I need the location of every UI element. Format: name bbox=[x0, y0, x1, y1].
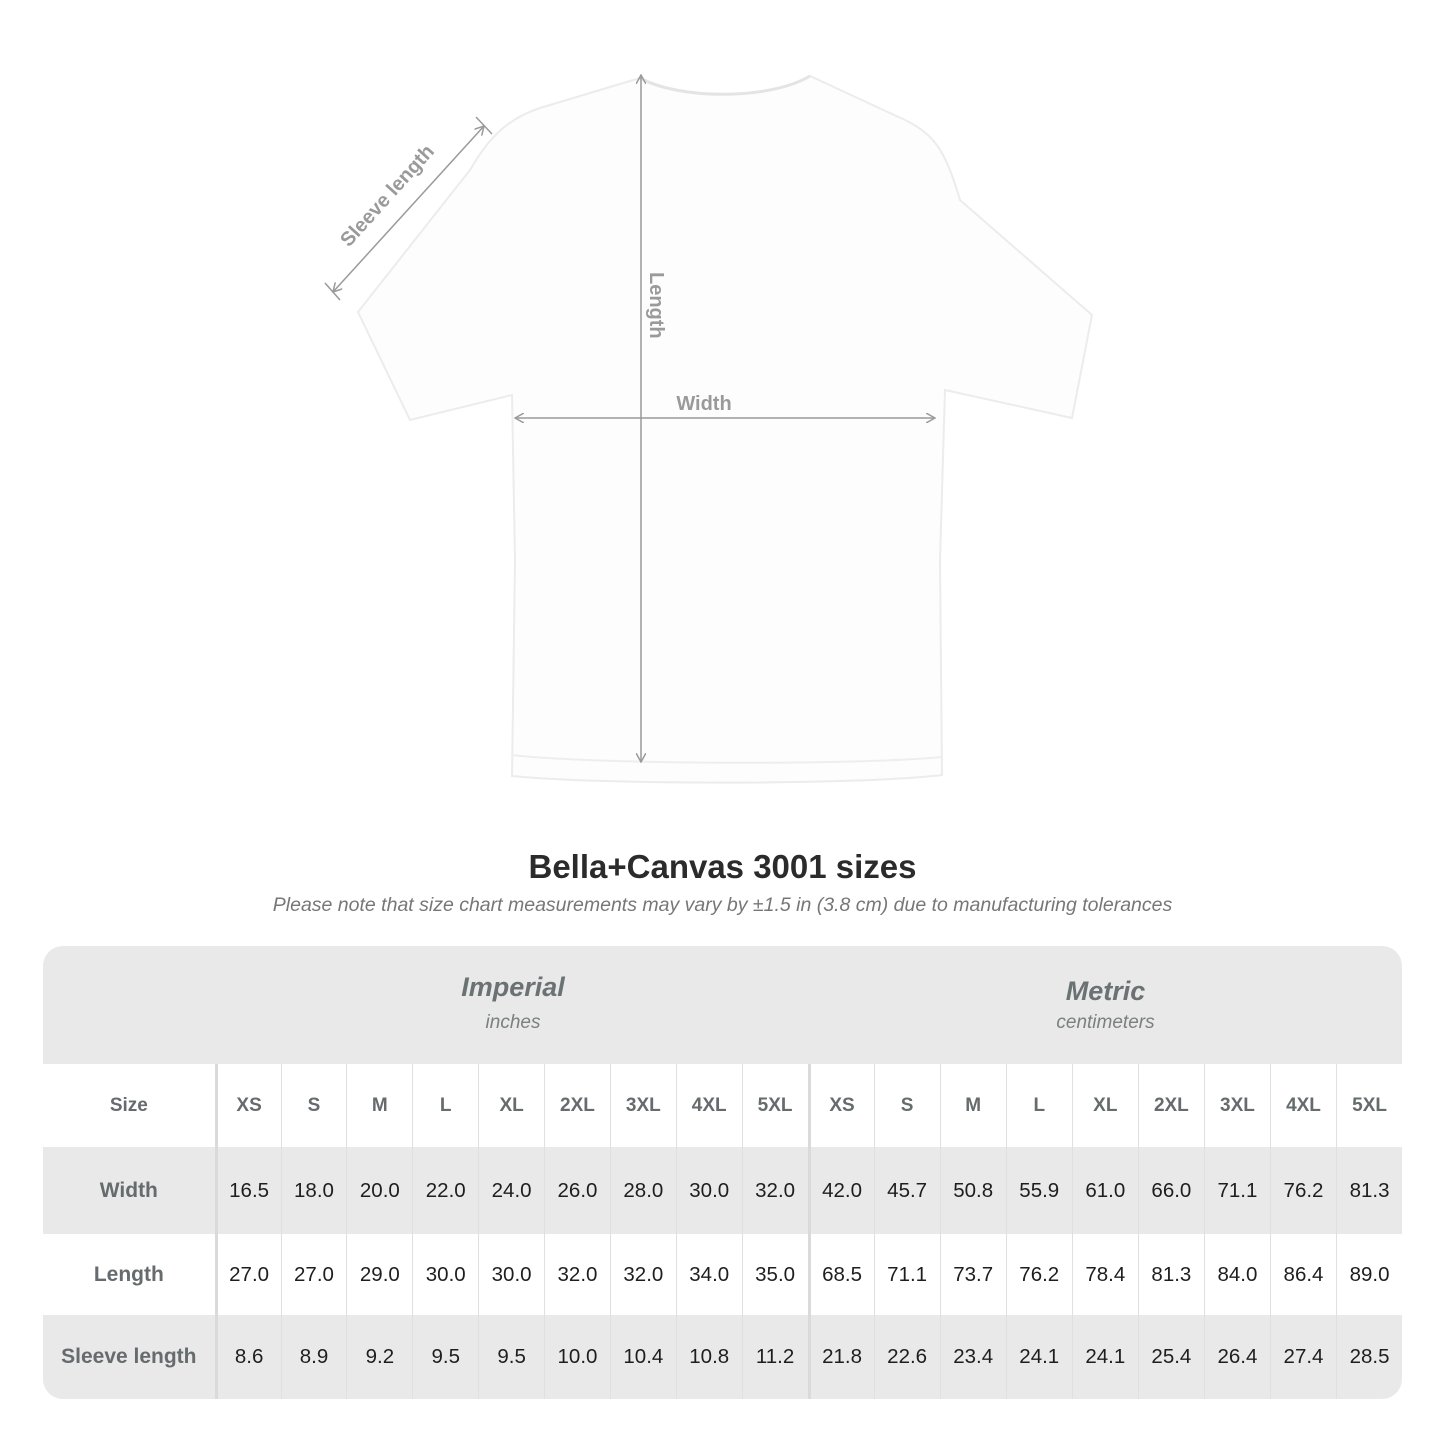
size-column-header: L bbox=[412, 1064, 478, 1147]
metric-value-cell: 24.1 bbox=[1005, 1315, 1072, 1399]
imperial-value-cell: 8.9 bbox=[280, 1315, 347, 1399]
metric-value-cell: 71.1 bbox=[873, 1234, 940, 1315]
imperial-value-cell: 29.0 bbox=[346, 1234, 412, 1315]
metric-value-cell: 89.0 bbox=[1336, 1234, 1402, 1315]
metric-title: Metric bbox=[1065, 976, 1146, 1006]
metric-value-cell: 76.2 bbox=[1269, 1147, 1336, 1234]
metric-value-cell: 68.5 bbox=[807, 1234, 874, 1315]
imperial-value-cell: 11.2 bbox=[741, 1315, 808, 1399]
collar bbox=[639, 74, 811, 96]
metric-value-cell: 23.4 bbox=[939, 1315, 1006, 1399]
size-column-header: M bbox=[346, 1064, 412, 1147]
size-column-header: XS bbox=[214, 1064, 281, 1147]
imperial-value-cell: 9.5 bbox=[478, 1315, 544, 1399]
size-column-header: L bbox=[1005, 1064, 1072, 1147]
metric-value-cell: 45.7 bbox=[873, 1147, 940, 1234]
sleeve-arrow bbox=[333, 126, 484, 292]
size-column-header: 2XL bbox=[544, 1064, 610, 1147]
metric-value-cell: 21.8 bbox=[807, 1315, 874, 1399]
imperial-value-cell: 35.0 bbox=[741, 1234, 808, 1315]
size-column-header: 4XL bbox=[675, 1064, 742, 1147]
metric-value-cell: 24.1 bbox=[1071, 1315, 1138, 1399]
imperial-value-cell: 26.0 bbox=[544, 1147, 610, 1234]
size-label: Size bbox=[109, 1094, 148, 1116]
size-column-header: 5XL bbox=[1336, 1064, 1402, 1147]
imperial-value-cell: 20.0 bbox=[346, 1147, 412, 1234]
size-column-header: 2XL bbox=[1137, 1064, 1204, 1147]
row-label: Sleeve length bbox=[61, 1345, 197, 1368]
metric-value-cell: 81.3 bbox=[1137, 1234, 1204, 1315]
size-column-header: 4XL bbox=[1269, 1064, 1336, 1147]
metric-value-cell: 28.5 bbox=[1336, 1315, 1402, 1399]
imperial-unit: inches bbox=[485, 1012, 541, 1033]
imperial-value-cell: 24.0 bbox=[478, 1147, 544, 1234]
imperial-title: Imperial bbox=[461, 972, 565, 1002]
metric-value-cell: 76.2 bbox=[1005, 1234, 1072, 1315]
metric-value-cell: 86.4 bbox=[1269, 1234, 1336, 1315]
imperial-value-cell: 16.5 bbox=[214, 1147, 281, 1234]
metric-value-cell: 71.1 bbox=[1203, 1147, 1270, 1234]
metric-value-cell: 42.0 bbox=[807, 1147, 874, 1234]
imperial-value-cell: 9.5 bbox=[412, 1315, 478, 1399]
imperial-value-cell: 30.0 bbox=[478, 1234, 544, 1315]
size-column-header: 3XL bbox=[609, 1064, 676, 1147]
size-column-header: XL bbox=[1071, 1064, 1138, 1147]
table-header-band bbox=[43, 946, 1402, 1064]
chart-title: Bella+Canvas 3001 sizes bbox=[528, 848, 917, 885]
metric-value-cell: 22.6 bbox=[873, 1315, 940, 1399]
table-row: Width 16.5 18.0 20.0 22.0 24.0 26.0 28.0 30.0 32.… bbox=[43, 1147, 1402, 1234]
table-row: Sleeve length 8.6 8.9 9.2 9.5 9.5 10.0 10.4 10.8… bbox=[43, 1315, 1402, 1399]
tshirt-illustration: Width Length Sleeve length bbox=[324, 0, 1094, 784]
metric-value-cell: 25.4 bbox=[1137, 1315, 1204, 1399]
metric-value-cell: 55.9 bbox=[1005, 1147, 1072, 1234]
size-column-header: XL bbox=[478, 1064, 544, 1147]
metric-value-cell: 50.8 bbox=[939, 1147, 1006, 1234]
imperial-value-cell: 27.0 bbox=[280, 1234, 347, 1315]
imperial-value-cell: 30.0 bbox=[412, 1234, 478, 1315]
row-label: Length bbox=[93, 1262, 164, 1286]
length-label: Length bbox=[645, 272, 667, 339]
metric-value-cell: 84.0 bbox=[1203, 1234, 1270, 1315]
tolerance-note: Please note that size chart measurements… bbox=[272, 894, 1173, 916]
metric-unit: centimeters bbox=[1056, 1012, 1155, 1033]
metric-value-cell: 27.4 bbox=[1269, 1315, 1336, 1399]
metric-value-cell: 26.4 bbox=[1203, 1315, 1270, 1399]
table-row: Length 27.0 27.0 29.0 30.0 30.0 32.0 32.0 34.0 35… bbox=[43, 1234, 1402, 1315]
size-column-header: S bbox=[280, 1064, 347, 1147]
imperial-value-cell: 28.0 bbox=[609, 1147, 676, 1234]
size-header-row: Size XS S M L XL 2XL 3XL 4XL 5XL XS S M L XL 2XL 3XL 4XL 5… bbox=[43, 1064, 1402, 1147]
metric-value-cell: 73.7 bbox=[939, 1234, 1006, 1315]
imperial-value-cell: 9.2 bbox=[346, 1315, 412, 1399]
imperial-header: Imperial inches bbox=[217, 946, 809, 1064]
size-column-header: XS bbox=[807, 1064, 874, 1147]
imperial-value-cell: 8.6 bbox=[214, 1315, 281, 1399]
metric-value-cell: 61.0 bbox=[1071, 1147, 1138, 1234]
imperial-value-cell: 10.0 bbox=[544, 1315, 610, 1399]
row-label: Width bbox=[99, 1178, 158, 1202]
imperial-value-cell: 27.0 bbox=[214, 1234, 281, 1315]
hem bbox=[511, 754, 943, 764]
metric-header: Metric centimeters bbox=[809, 946, 1402, 1064]
imperial-value-cell: 18.0 bbox=[280, 1147, 347, 1234]
size-chart-table: Imperial inches Metric centimeters Size X… bbox=[43, 946, 1402, 1399]
size-column-header: 5XL bbox=[741, 1064, 808, 1147]
size-column-header: M bbox=[939, 1064, 1006, 1147]
imperial-value-cell: 10.8 bbox=[675, 1315, 742, 1399]
tshirt-shape bbox=[356, 74, 1094, 784]
imperial-value-cell: 10.4 bbox=[609, 1315, 676, 1399]
metric-value-cell: 78.4 bbox=[1071, 1234, 1138, 1315]
size-column-header: S bbox=[873, 1064, 940, 1147]
imperial-value-cell: 32.0 bbox=[609, 1234, 676, 1315]
imperial-value-cell: 32.0 bbox=[741, 1147, 808, 1234]
imperial-value-cell: 32.0 bbox=[544, 1234, 610, 1315]
width-label: Width bbox=[676, 393, 731, 415]
imperial-value-cell: 34.0 bbox=[675, 1234, 742, 1315]
imperial-value-cell: 30.0 bbox=[675, 1147, 742, 1234]
imperial-value-cell: 22.0 bbox=[412, 1147, 478, 1234]
metric-value-cell: 66.0 bbox=[1137, 1147, 1204, 1234]
metric-value-cell: 81.3 bbox=[1336, 1147, 1402, 1234]
size-column-header: 3XL bbox=[1203, 1064, 1270, 1147]
